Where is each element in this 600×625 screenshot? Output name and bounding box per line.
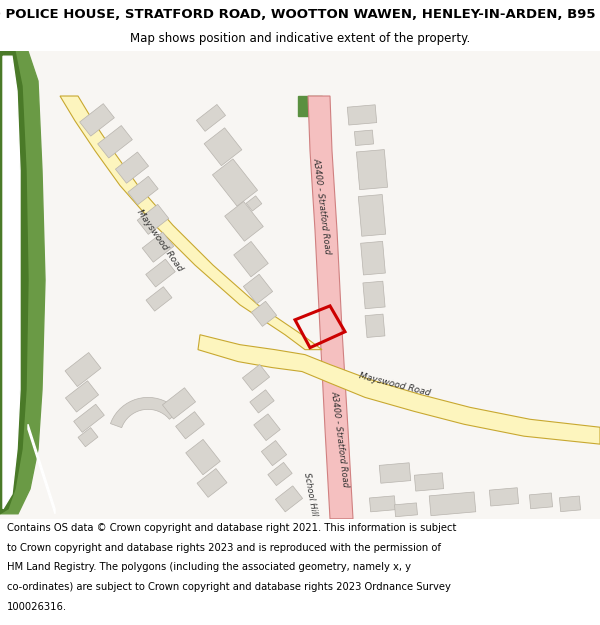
Polygon shape xyxy=(74,404,104,432)
Polygon shape xyxy=(559,496,581,512)
Polygon shape xyxy=(358,194,386,236)
Polygon shape xyxy=(363,281,385,309)
Polygon shape xyxy=(268,462,292,486)
Polygon shape xyxy=(115,152,149,183)
Polygon shape xyxy=(347,105,377,125)
Polygon shape xyxy=(65,352,101,387)
Polygon shape xyxy=(78,428,98,447)
Polygon shape xyxy=(365,314,385,338)
Polygon shape xyxy=(370,496,395,512)
Polygon shape xyxy=(197,469,227,498)
Polygon shape xyxy=(308,96,353,519)
Polygon shape xyxy=(251,301,277,326)
Polygon shape xyxy=(212,159,257,206)
Polygon shape xyxy=(395,503,418,517)
Polygon shape xyxy=(242,364,269,391)
Polygon shape xyxy=(98,126,133,158)
Polygon shape xyxy=(379,462,411,483)
Polygon shape xyxy=(298,96,322,116)
Polygon shape xyxy=(529,493,553,509)
Polygon shape xyxy=(146,287,172,311)
Text: A3400 - Stratford Road: A3400 - Stratford Road xyxy=(311,157,332,254)
Polygon shape xyxy=(65,381,98,412)
Text: Mayswood Road: Mayswood Road xyxy=(135,208,185,273)
Polygon shape xyxy=(198,335,600,444)
Polygon shape xyxy=(415,472,443,491)
Polygon shape xyxy=(110,398,179,428)
Polygon shape xyxy=(250,390,274,413)
Polygon shape xyxy=(275,486,302,512)
Polygon shape xyxy=(28,424,55,514)
Text: School Hill: School Hill xyxy=(302,471,318,516)
Polygon shape xyxy=(0,51,45,514)
Polygon shape xyxy=(186,439,220,475)
Polygon shape xyxy=(204,127,242,166)
Polygon shape xyxy=(224,201,263,241)
Polygon shape xyxy=(0,51,28,514)
Polygon shape xyxy=(490,488,518,506)
Polygon shape xyxy=(128,176,158,205)
Polygon shape xyxy=(246,196,262,211)
Polygon shape xyxy=(3,56,20,509)
Polygon shape xyxy=(429,492,476,516)
Polygon shape xyxy=(60,96,322,349)
Text: Map shows position and indicative extent of the property.: Map shows position and indicative extent… xyxy=(130,32,470,45)
Text: OLD POLICE HOUSE, STRATFORD ROAD, WOOTTON WAWEN, HENLEY-IN-ARDEN, B95 6AS: OLD POLICE HOUSE, STRATFORD ROAD, WOOTTO… xyxy=(0,8,600,21)
Polygon shape xyxy=(262,441,287,466)
Polygon shape xyxy=(254,414,280,441)
Polygon shape xyxy=(137,204,169,234)
Polygon shape xyxy=(196,104,226,131)
Polygon shape xyxy=(80,104,115,136)
Polygon shape xyxy=(234,241,268,277)
Polygon shape xyxy=(356,149,388,189)
Text: HM Land Registry. The polygons (including the associated geometry, namely x, y: HM Land Registry. The polygons (includin… xyxy=(7,562,411,572)
Polygon shape xyxy=(163,388,196,419)
Text: Mayswood Road: Mayswood Road xyxy=(358,371,431,398)
Polygon shape xyxy=(142,232,174,262)
Text: 100026316.: 100026316. xyxy=(7,602,67,612)
Polygon shape xyxy=(355,130,374,146)
Polygon shape xyxy=(244,274,272,304)
Text: co-ordinates) are subject to Crown copyright and database rights 2023 Ordnance S: co-ordinates) are subject to Crown copyr… xyxy=(7,582,451,592)
Text: to Crown copyright and database rights 2023 and is reproduced with the permissio: to Crown copyright and database rights 2… xyxy=(7,542,441,552)
Polygon shape xyxy=(361,241,385,275)
Text: A3400 - Stratford Road: A3400 - Stratford Road xyxy=(329,391,350,488)
Polygon shape xyxy=(146,259,175,287)
Text: Contains OS data © Crown copyright and database right 2021. This information is : Contains OS data © Crown copyright and d… xyxy=(7,523,457,533)
Polygon shape xyxy=(176,412,205,439)
